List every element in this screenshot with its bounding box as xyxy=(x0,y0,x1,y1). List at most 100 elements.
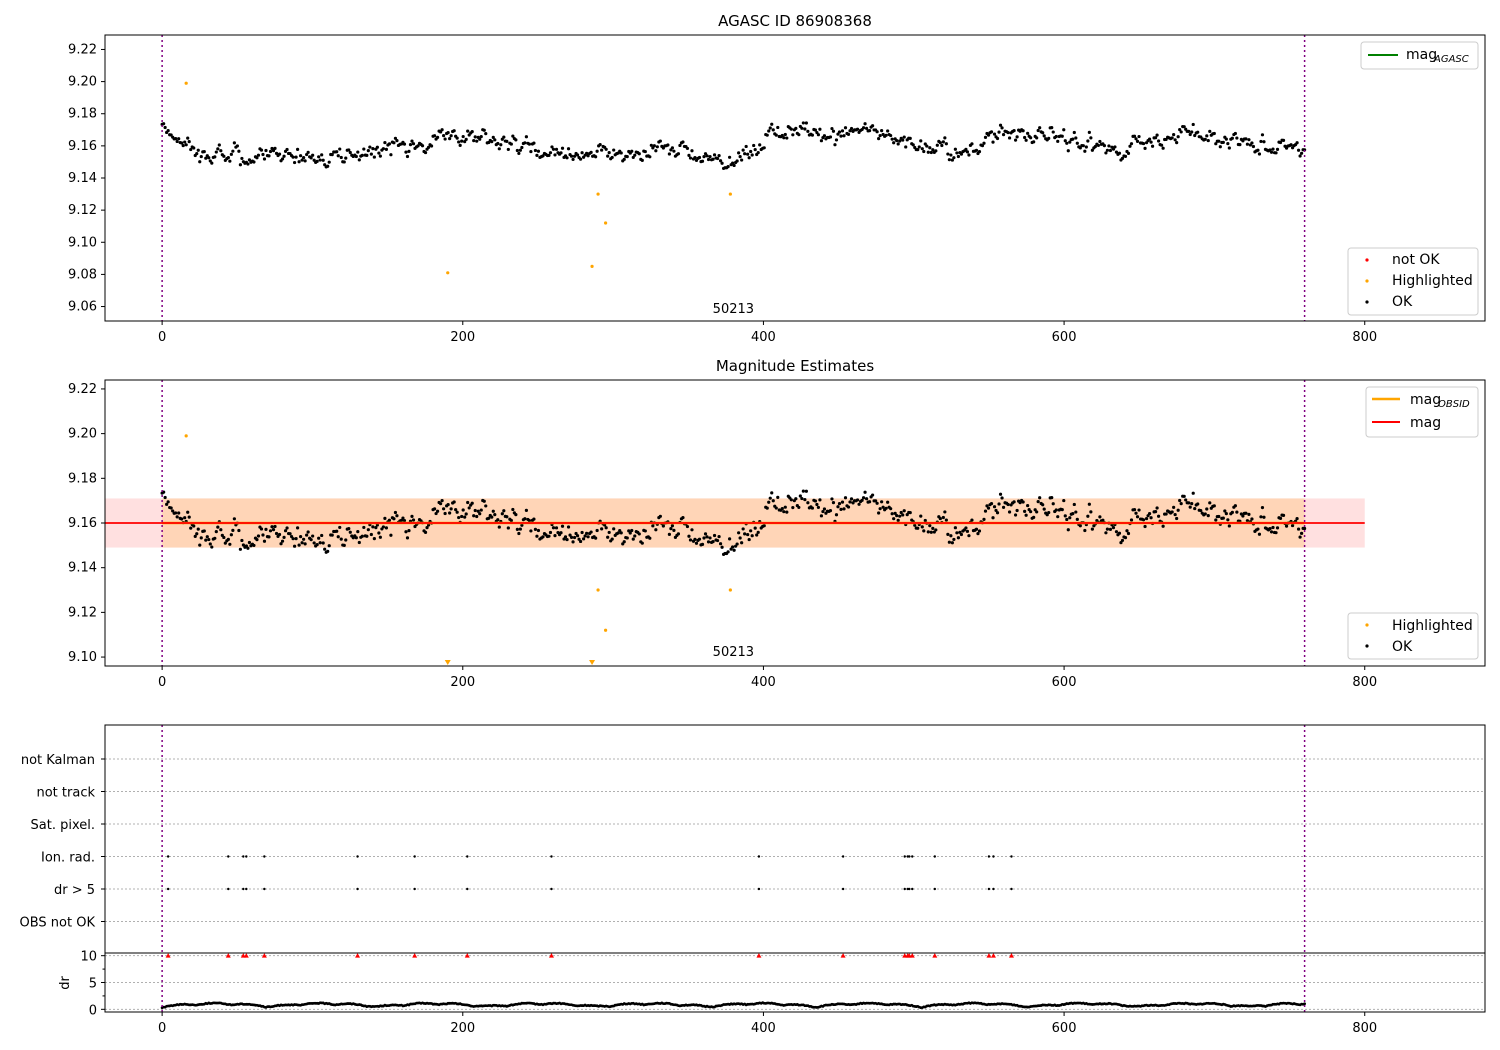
ok-point xyxy=(216,525,220,529)
ok-point xyxy=(947,158,951,162)
ok-point xyxy=(493,138,497,142)
dr-clipped-marker xyxy=(243,953,249,958)
ok-point xyxy=(801,121,805,125)
ok-point xyxy=(717,154,721,158)
ok-point xyxy=(1126,531,1131,536)
ok-point xyxy=(756,530,760,534)
ok-point xyxy=(762,524,766,528)
flag-event-point xyxy=(466,855,469,858)
ok-point xyxy=(1123,535,1128,540)
ok-point xyxy=(731,545,735,549)
y-tick-label: 9.18 xyxy=(68,107,97,122)
ok-point xyxy=(256,153,261,157)
ok-point xyxy=(789,127,793,131)
ok-point xyxy=(1026,503,1030,508)
ok-point xyxy=(420,144,425,148)
ok-point xyxy=(187,515,191,519)
ok-point xyxy=(1074,510,1078,514)
ok-point xyxy=(578,157,583,161)
ok-point xyxy=(235,144,239,148)
ok-point xyxy=(1036,500,1040,504)
ok-point xyxy=(836,505,840,509)
ok-point xyxy=(533,148,538,153)
ok-point xyxy=(934,528,938,532)
legend-mag-obsid-subscript: OBSID xyxy=(1438,399,1470,410)
ok-point xyxy=(929,530,933,534)
ok-point xyxy=(277,152,282,156)
flag-row-label: not Kalman xyxy=(21,753,95,768)
ok-point xyxy=(321,158,325,162)
flag-row-label: Sat. pixel. xyxy=(31,818,95,833)
ok-point xyxy=(688,538,693,542)
ok-point xyxy=(357,540,361,545)
ok-point xyxy=(1191,491,1195,495)
ok-point xyxy=(238,547,242,551)
ok-point xyxy=(732,548,736,552)
ok-point xyxy=(484,131,488,136)
ok-point xyxy=(520,145,524,150)
ok-point xyxy=(931,148,935,152)
ok-point xyxy=(470,130,474,134)
legend-ok-label: OK xyxy=(1392,294,1413,310)
ok-point xyxy=(482,128,486,132)
clipped-point-marker xyxy=(589,660,596,665)
ok-point xyxy=(448,511,452,515)
ok-point xyxy=(711,540,715,544)
ok-point xyxy=(1164,512,1168,516)
agasc-magnitude-panel: AGASC ID 86908368 9.069.089.109.129.149.… xyxy=(68,12,1486,345)
ok-point xyxy=(186,510,190,514)
ok-point xyxy=(746,532,750,537)
ok-point xyxy=(288,532,292,536)
ok-point xyxy=(633,153,637,157)
ok-point xyxy=(1141,518,1146,522)
ok-point xyxy=(762,146,766,150)
flag-event-point xyxy=(757,887,761,891)
ok-point xyxy=(986,133,991,137)
ok-point xyxy=(1102,144,1107,148)
ok-point xyxy=(475,139,479,143)
ok-point xyxy=(864,126,869,130)
ok-point xyxy=(327,160,331,164)
ok-point xyxy=(810,133,814,137)
flag-event-point xyxy=(908,855,911,858)
ok-point xyxy=(199,154,203,159)
ok-point xyxy=(711,157,715,161)
ok-point xyxy=(1075,517,1079,522)
ok-point xyxy=(703,532,708,536)
ok-point xyxy=(344,538,348,542)
ok-point xyxy=(1226,518,1230,522)
ok-point xyxy=(678,143,682,148)
ok-point xyxy=(1024,138,1028,142)
ok-point xyxy=(1156,514,1161,518)
ok-point xyxy=(840,500,845,504)
ok-point xyxy=(901,138,905,142)
ok-point xyxy=(843,126,848,130)
ok-point xyxy=(1083,149,1087,153)
ok-point xyxy=(360,153,364,157)
ok-point xyxy=(768,496,772,500)
ok-point xyxy=(252,543,256,548)
ok-point xyxy=(765,133,769,137)
ok-point xyxy=(1262,140,1266,144)
ok-point xyxy=(889,133,893,138)
ok-point xyxy=(1230,136,1234,140)
ok-point xyxy=(326,164,330,168)
ok-point xyxy=(928,523,932,528)
ok-point xyxy=(720,161,724,165)
ok-point xyxy=(877,137,881,141)
ok-point xyxy=(202,529,206,533)
ok-point xyxy=(843,496,848,500)
ok-point xyxy=(214,529,218,534)
ok-point xyxy=(1227,146,1231,150)
ok-point xyxy=(1274,151,1278,155)
ok-point xyxy=(1214,142,1218,146)
ok-point xyxy=(1218,145,1222,149)
ok-point xyxy=(372,155,376,159)
ok-point xyxy=(902,509,906,513)
ok-point xyxy=(267,154,271,158)
ok-point xyxy=(559,531,563,535)
ok-point xyxy=(950,158,954,162)
ok-point xyxy=(753,526,757,530)
ok-point xyxy=(1203,512,1207,516)
legend-not-ok-marker xyxy=(1365,258,1369,262)
